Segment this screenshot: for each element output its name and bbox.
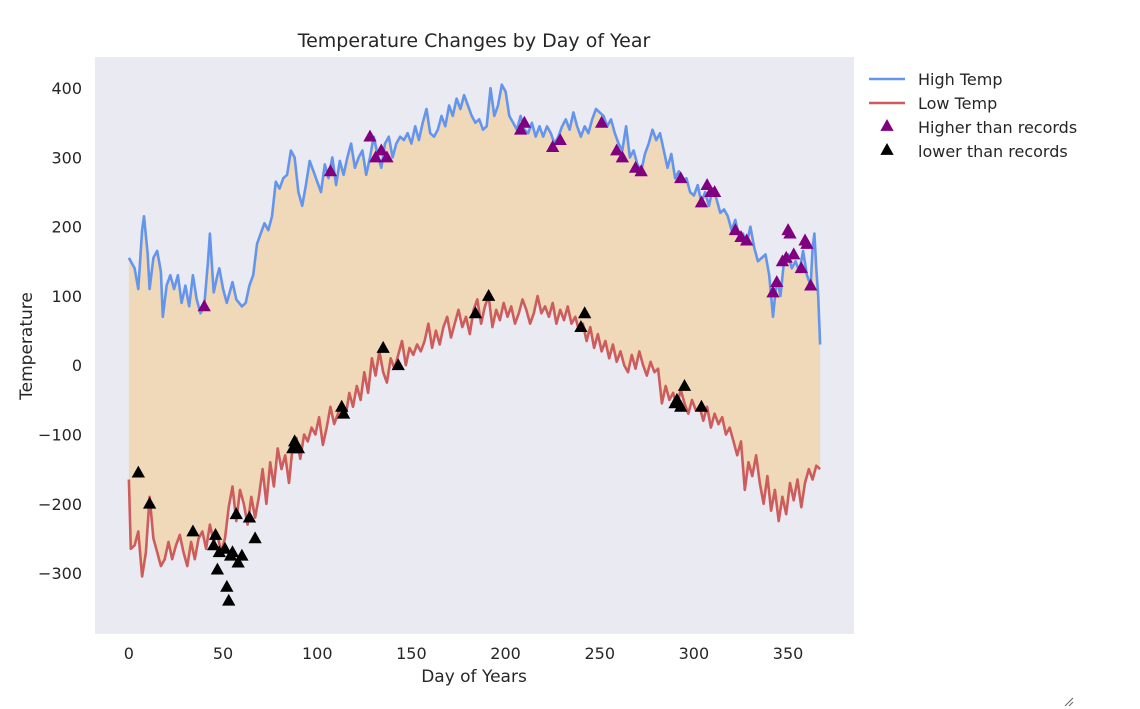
y-tick-label: −200 <box>38 495 82 514</box>
higher-record-marker <box>770 275 784 288</box>
x-tick-label: 100 <box>302 644 333 663</box>
lower-record-marker <box>142 496 157 509</box>
lower-record-marker <box>335 399 349 412</box>
higher-record-marker <box>794 261 808 274</box>
lower-record-marker <box>468 306 483 319</box>
lower-record-marker <box>212 545 226 558</box>
x-tick-label: 50 <box>213 644 233 663</box>
resize-grip-icon[interactable] <box>1064 697 1074 707</box>
higher-record-marker <box>779 250 793 263</box>
higher-record-marker <box>783 226 797 239</box>
lower-record-marker <box>225 545 240 558</box>
y-tick-label: 100 <box>51 287 82 306</box>
higher-record-marker <box>804 278 818 291</box>
higher-record-marker <box>594 115 609 128</box>
lower-record-marker <box>235 548 249 561</box>
x-tick-label: 150 <box>396 644 427 663</box>
legend-label-3: lower than records <box>918 142 1068 161</box>
y-tick-label: 200 <box>51 218 82 237</box>
fill-between-area <box>128 84 821 577</box>
chart-title: Temperature Changes by Day of Year <box>297 30 651 52</box>
y-tick-label: 400 <box>51 79 82 98</box>
higher-record-marker <box>374 143 388 156</box>
lower-record-marker <box>248 531 262 544</box>
higher-record-marker <box>197 299 211 312</box>
lower-record-marker <box>391 358 405 371</box>
y-tick-label: −300 <box>38 564 82 583</box>
higher-record-marker <box>553 133 567 146</box>
y-tick-label: −100 <box>38 426 82 445</box>
legend-label-1: Low Temp <box>918 94 997 113</box>
higher-record-marker <box>674 171 688 184</box>
lower-record-marker <box>131 465 145 478</box>
legend-marker-2 <box>880 119 894 131</box>
y-tick-label: 0 <box>72 356 82 375</box>
higher-record-marker <box>546 140 560 152</box>
lower-record-marker <box>291 441 306 454</box>
higher-record-marker <box>363 129 377 142</box>
y-axis-label: Temperature <box>17 292 37 401</box>
lower-record-marker <box>242 510 257 523</box>
higher-record-marker <box>634 164 648 177</box>
x-tick-label: 300 <box>679 644 710 663</box>
higher-record-marker <box>728 223 742 236</box>
lower-record-marker <box>222 593 236 606</box>
lower-record-marker <box>694 399 709 412</box>
lower-record-marker <box>376 340 390 353</box>
lower-record-marker <box>229 507 243 520</box>
y-axis-ticks: −300 −200 −100 0 100 200 300 400 <box>38 79 82 583</box>
lower-record-marker <box>231 555 245 568</box>
higher-record-marker <box>368 150 383 163</box>
legend-label-0: High Temp <box>918 70 1003 89</box>
x-axis-label: Day of Years <box>421 667 527 687</box>
lower-record-marker <box>336 406 351 419</box>
higher-record-marker <box>380 150 394 163</box>
x-tick-label: 350 <box>773 644 804 663</box>
lower-record-marker <box>481 288 496 301</box>
lower-record-marker <box>207 538 221 551</box>
lower-record-marker <box>186 524 200 537</box>
lower-record-marker <box>677 379 692 391</box>
x-tick-label: 250 <box>584 644 615 663</box>
higher-record-marker <box>787 247 801 260</box>
lower-record-marker <box>210 562 225 575</box>
higher-record-marker <box>323 164 338 177</box>
lower-record-marker <box>220 579 234 592</box>
x-tick-label: 0 <box>124 644 134 663</box>
higher-record-marker <box>610 143 624 156</box>
x-axis-ticks: 0 50 100 150 200 250 300 350 <box>124 644 804 663</box>
legend: High Temp Low Temp Higher than records lowe… <box>869 70 1077 161</box>
y-tick-label: 300 <box>51 148 82 167</box>
lower-record-marker <box>574 320 588 333</box>
lower-record-marker <box>578 306 592 319</box>
higher-record-marker <box>766 285 780 298</box>
record-markers <box>131 115 818 606</box>
higher-record-marker <box>694 195 709 208</box>
x-tick-label: 200 <box>490 644 521 663</box>
higher-record-marker <box>739 233 754 246</box>
lower-record-marker <box>208 527 223 540</box>
higher-record-marker <box>800 237 814 249</box>
higher-record-marker <box>615 150 629 163</box>
lower-record-marker <box>674 399 688 412</box>
fill-between-region <box>128 84 821 577</box>
higher-record-marker <box>707 185 722 197</box>
lower-record-marker <box>218 541 232 554</box>
higher-record-marker <box>513 122 528 135</box>
legend-label-2: Higher than records <box>918 118 1077 137</box>
legend-marker-3 <box>880 143 894 155</box>
